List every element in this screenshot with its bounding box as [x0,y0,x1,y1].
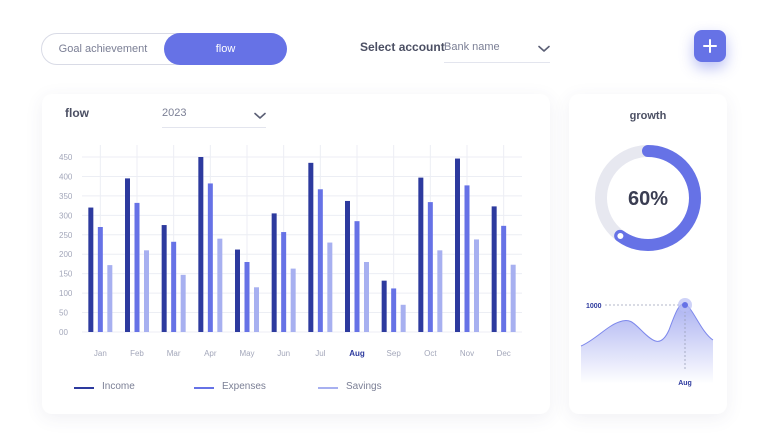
bar-savings-jun[interactable] [290,268,296,332]
bar-expenses-sep[interactable] [391,288,397,332]
progress-ring-handle [617,233,624,240]
x-tick-label: Jan [94,349,107,358]
bar-expenses-dec[interactable] [501,225,507,332]
plus-icon [703,39,717,53]
chevron-down-icon [538,45,550,52]
peak-marker[interactable] [682,302,688,308]
bar-savings-apr[interactable] [217,238,223,332]
flow-card: flow 2023 00 50 100 150 200 250 300 350 400 450 Ja… [42,94,550,414]
bar-savings-dec[interactable] [510,264,516,332]
y-tick-label: 200 [59,250,73,259]
bar-savings-nov[interactable] [474,239,479,332]
bank-name-select[interactable]: Bank name [444,33,550,63]
growth-card: growth 60% 1000 Aug [569,94,727,414]
y-tick-label: 250 [59,231,73,240]
bar-income-oct[interactable] [418,177,424,332]
bar-income-jun[interactable] [271,213,277,332]
growth-visual: 60% 1000 Aug [580,145,714,387]
toggle-goal-achievement[interactable]: Goal achievement [58,43,148,55]
select-account-label: Select account [360,40,445,54]
legend-savings-label: Savings [346,381,382,392]
bar-income-nov[interactable] [455,158,460,332]
view-toggle: Goal achievement flow [41,33,287,65]
bar-savings-mar[interactable] [180,274,186,332]
peak-month-label: Aug [678,380,692,387]
growth-percent: 60% [628,188,668,210]
x-tick-label: Feb [130,349,144,358]
x-tick-label: Jun [277,349,290,358]
year-select[interactable]: 2023 [162,102,266,128]
y-tick-label: 300 [59,211,73,220]
bank-name-value: Bank name [444,41,500,53]
bar-savings-may[interactable] [254,287,259,332]
x-tick-label: Apr [204,349,217,358]
bar-income-jan[interactable] [88,207,94,332]
bar-expenses-nov[interactable] [464,185,470,332]
legend-expenses-swatch [194,387,214,389]
legend-income-swatch [74,387,94,389]
bar-income-dec[interactable] [491,206,497,332]
y-tick-label: 350 [59,192,73,201]
y-tick-label: 50 [59,309,68,318]
bar-expenses-aug[interactable] [354,221,360,332]
y-tick-label: 150 [59,270,73,279]
bar-income-mar[interactable] [161,225,167,332]
bar-income-jul[interactable] [308,162,314,332]
x-tick-label: Jul [315,349,325,358]
bar-savings-feb[interactable] [144,250,149,332]
chevron-down-icon [254,112,266,119]
add-button[interactable] [694,30,726,62]
bar-income-aug[interactable] [345,200,350,332]
bar-income-sep[interactable] [381,280,387,332]
peak-value-label: 1000 [586,303,602,310]
bar-savings-jan[interactable] [107,265,113,332]
bar-savings-jul[interactable] [327,242,333,332]
bar-income-feb[interactable] [125,178,130,332]
x-tick-label: Sep [387,349,402,358]
bar-expenses-jan[interactable] [97,227,103,332]
bar-expenses-mar[interactable] [171,241,177,332]
bar-expenses-feb[interactable] [134,202,140,332]
y-tick-label: 00 [59,328,68,337]
bar-expenses-jun[interactable] [281,232,287,332]
x-tick-label: Nov [460,349,474,358]
toggle-flow[interactable]: flow [164,33,287,65]
flow-card-title: flow [65,106,89,120]
bar-expenses-jul[interactable] [317,189,323,332]
legend-expenses-label: Expenses [222,381,266,392]
progress-ring-fill [595,145,701,251]
legend-income-label: Income [102,381,135,392]
y-tick-label: 450 [59,153,73,162]
bar-savings-oct[interactable] [437,250,443,332]
bar-income-may[interactable] [235,249,240,332]
x-tick-label: Aug [349,349,365,358]
bar-income-apr[interactable] [198,157,204,332]
bar-expenses-may[interactable] [244,262,250,332]
y-tick-label: 100 [59,289,73,298]
bar-savings-sep[interactable] [400,304,406,332]
x-tick-label: Oct [424,349,437,358]
bar-expenses-apr[interactable] [207,183,213,332]
x-tick-label: Dec [497,349,511,358]
year-value: 2023 [162,107,187,119]
legend-savings-swatch [318,387,338,389]
bar-savings-aug[interactable] [364,262,369,332]
y-tick-label: 400 [59,172,73,181]
flow-bar-chart: 00 50 100 150 200 250 300 350 400 450 Jan Feb Mar Apr… [59,145,522,358]
growth-title: growth [629,110,667,122]
growth-wave-area [581,303,713,384]
x-tick-label: Mar [167,349,181,358]
bar-expenses-oct[interactable] [427,202,433,332]
x-tick-label: May [239,349,254,358]
